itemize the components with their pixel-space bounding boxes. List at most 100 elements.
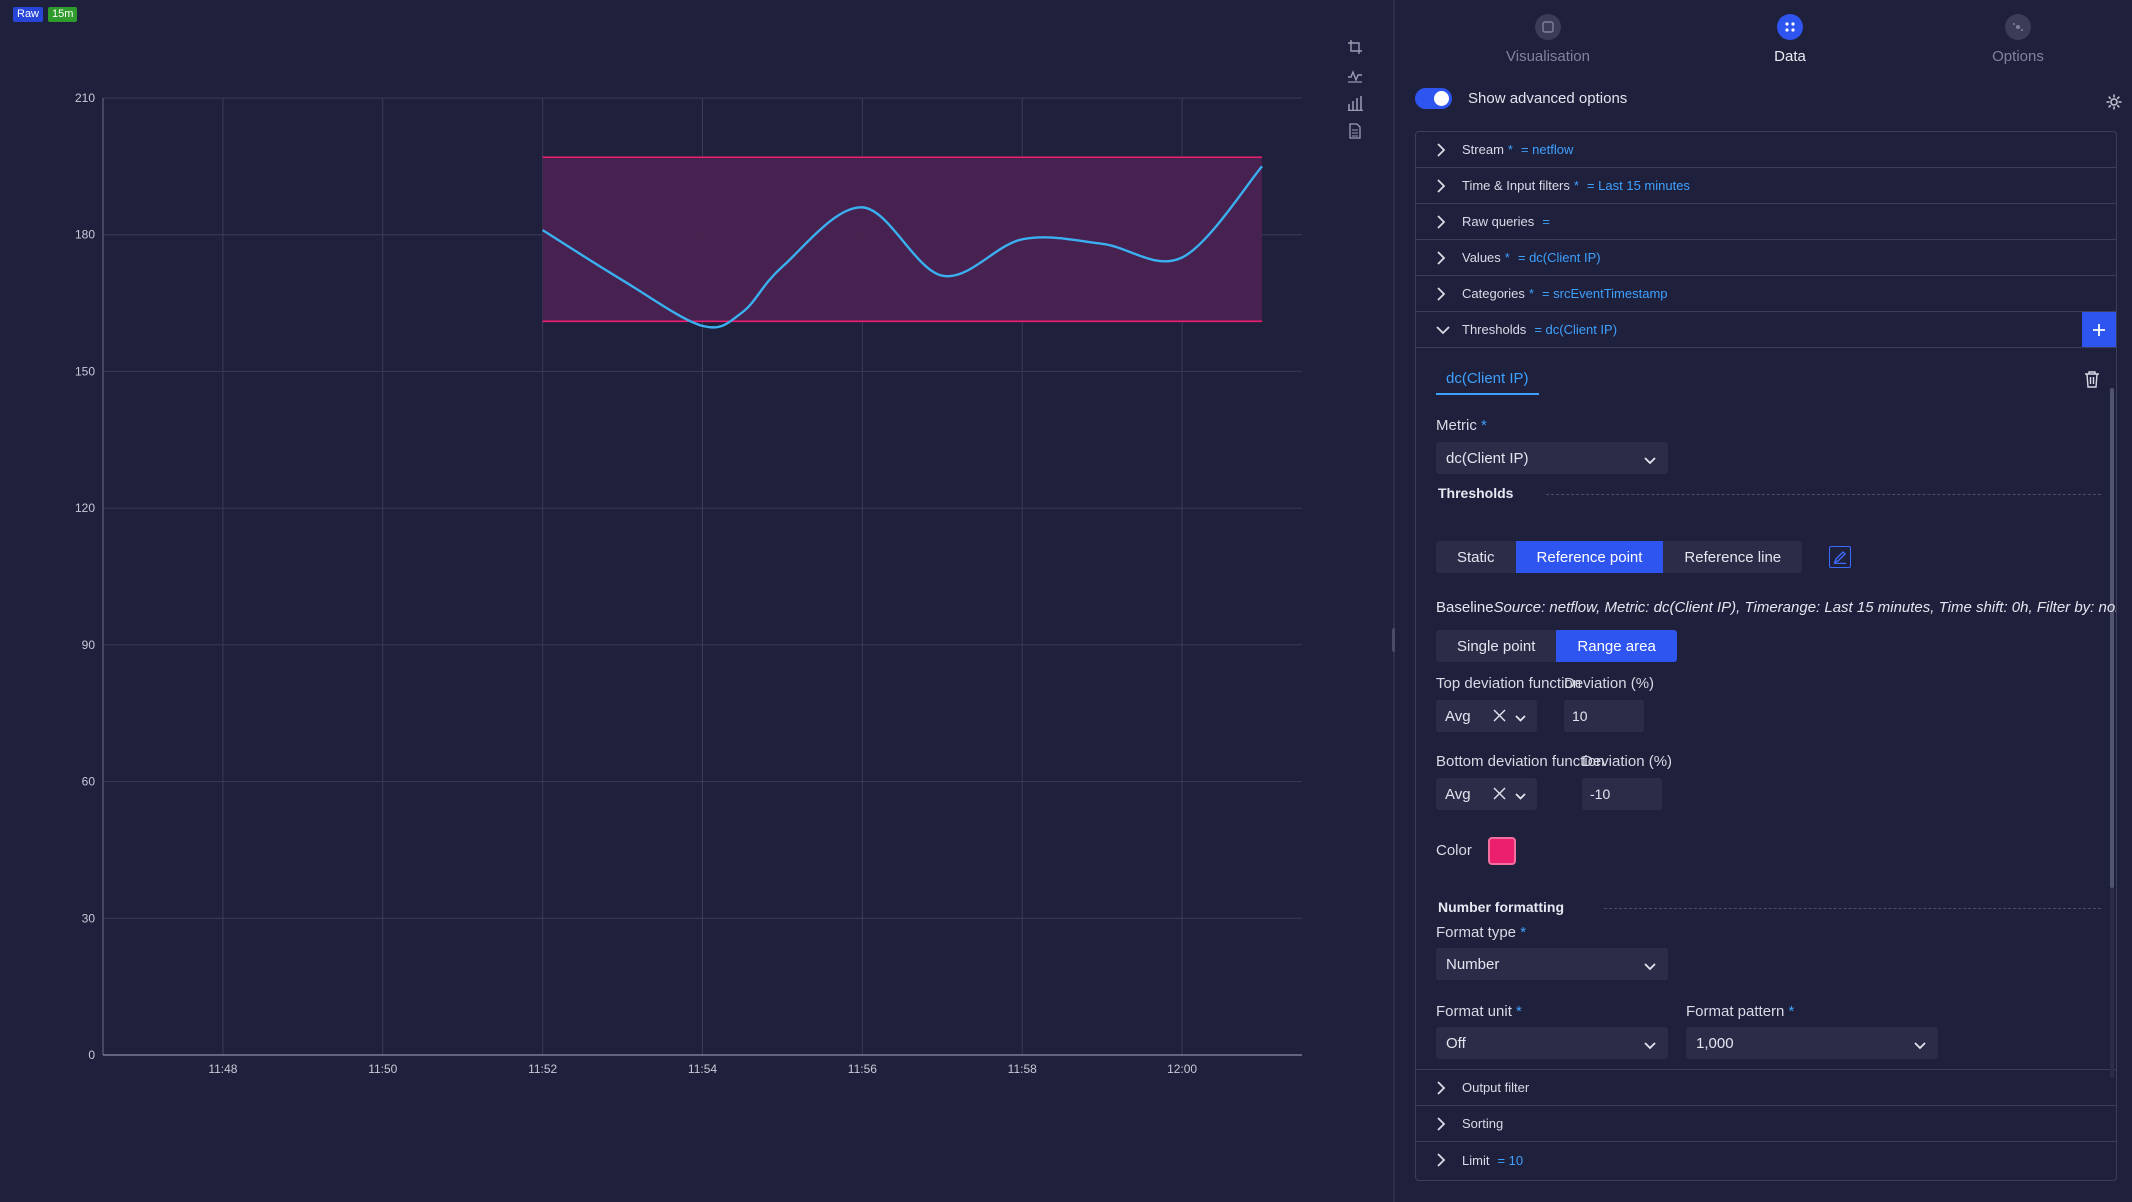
metric-label: Metric * xyxy=(1436,417,1487,434)
tab-options[interactable]: Options xyxy=(1938,14,2098,65)
mode-static-button[interactable]: Static xyxy=(1436,541,1516,573)
color-swatch[interactable] xyxy=(1488,837,1516,865)
section-output-filter[interactable]: Output filter xyxy=(1416,1070,2116,1106)
format-unit-select[interactable]: Off xyxy=(1436,1027,1668,1059)
format-unit-value: Off xyxy=(1446,1034,1466,1052)
section-label: Thresholds xyxy=(1462,322,1527,337)
section-sorting[interactable]: Sorting xyxy=(1416,1106,2116,1142)
y-tick-label: 210 xyxy=(75,91,95,105)
section-value: = dc(Client IP) xyxy=(1534,322,1618,337)
section-stream[interactable]: Stream * = netflow xyxy=(1416,132,2116,168)
chevron-down-icon xyxy=(1644,1037,1656,1054)
format-pattern-label: Format pattern * xyxy=(1686,1003,1795,1020)
bottom-fn-value: Avg xyxy=(1445,785,1471,803)
section-values[interactable]: Values * = dc(Client IP) xyxy=(1416,240,2116,276)
top-deviation-input[interactable] xyxy=(1564,700,1644,732)
timerange-badge: 15m xyxy=(48,7,78,22)
chevron-right-icon xyxy=(1436,214,1450,229)
section-label: Output filter xyxy=(1462,1080,1530,1095)
chevron-down-icon[interactable] xyxy=(1515,788,1526,805)
edit-baseline-button[interactable] xyxy=(1829,546,1851,568)
chevron-down-icon[interactable] xyxy=(1515,710,1526,727)
format-type-select[interactable]: Number xyxy=(1436,948,1668,980)
section-label: Stream xyxy=(1462,142,1504,157)
section-value: = xyxy=(1542,214,1550,229)
mode-reference-line-button[interactable]: Reference line xyxy=(1663,541,1803,573)
tab-visualisation[interactable]: Visualisation xyxy=(1468,14,1628,65)
section-label: Values xyxy=(1462,250,1501,265)
metric-select-value: dc(Client IP) xyxy=(1446,449,1529,467)
add-threshold-button[interactable] xyxy=(2082,312,2116,347)
y-tick-label: 120 xyxy=(75,501,95,515)
section-categories[interactable]: Categories * = srcEventTimestamp xyxy=(1416,276,2116,312)
advanced-options-toggle[interactable] xyxy=(1415,88,1452,109)
baseline-text: Source: netflow, Metric: dc(Client IP), … xyxy=(1493,599,2117,616)
bottom-deviation-input[interactable] xyxy=(1582,778,1662,810)
advanced-options-row: Show advanced options xyxy=(1415,88,1627,109)
section-time-filters[interactable]: Time & Input filters * = Last 15 minutes xyxy=(1416,168,2116,204)
scrollbar[interactable] xyxy=(2110,388,2114,1078)
x-tick-label: 11:48 xyxy=(208,1062,237,1076)
x-tick-label: 11:54 xyxy=(688,1062,717,1076)
color-label: Color xyxy=(1436,842,1472,859)
section-thresholds[interactable]: Thresholds = dc(Client IP) xyxy=(1416,312,2116,348)
line-chart: 0 30 60 90 120 150 180 210 11:48 11:50 11:52 11:54 1… xyxy=(75,91,1302,1076)
y-tick-label: 150 xyxy=(75,364,95,378)
format-unit-label: Format unit * xyxy=(1436,1003,1522,1020)
tab-label: Data xyxy=(1774,48,1806,65)
metric-select[interactable]: dc(Client IP) xyxy=(1436,442,1668,474)
section-label: Limit xyxy=(1462,1152,1490,1168)
panel-divider[interactable] xyxy=(1393,0,1395,1202)
series-line xyxy=(541,165,1263,329)
range-area-button[interactable]: Range area xyxy=(1556,630,1677,662)
section-value: = netflow xyxy=(1520,142,1574,157)
resize-handle[interactable] xyxy=(1392,628,1396,652)
section-limit[interactable]: Limit = 10 xyxy=(1416,1142,2116,1178)
section-label: Time & Input filters xyxy=(1462,178,1570,193)
chevron-right-icon xyxy=(1436,286,1450,301)
thresholds-group-title: Thresholds xyxy=(1438,485,1514,501)
top-fn-select[interactable]: Avg xyxy=(1436,700,1537,732)
required-marker: * xyxy=(1504,250,1510,265)
document-icon[interactable] xyxy=(1345,120,1365,142)
pencil-icon xyxy=(1833,551,1846,564)
crop-icon[interactable] xyxy=(1345,36,1365,58)
raw-badge: Raw xyxy=(13,7,44,22)
bar-chart-icon[interactable] xyxy=(1345,92,1365,114)
format-pattern-select[interactable]: 1,000 xyxy=(1686,1027,1938,1059)
single-point-button[interactable]: Single point xyxy=(1436,630,1557,662)
chart-toolbar xyxy=(1345,36,1365,148)
x-tick-label: 11:58 xyxy=(1008,1062,1037,1076)
mode-reference-point-button[interactable]: Reference point xyxy=(1515,541,1664,573)
trash-icon[interactable] xyxy=(2084,370,2100,393)
y-tick-label: 30 xyxy=(82,911,96,925)
bottom-dev-label: Deviation (%) xyxy=(1582,753,1673,770)
section-label: Raw queries xyxy=(1462,214,1535,229)
options-icon xyxy=(2005,14,2031,40)
close-icon[interactable] xyxy=(1493,709,1506,726)
line-chart-icon[interactable] xyxy=(1345,64,1365,86)
bottom-fn-label: Bottom deviation function xyxy=(1436,753,1605,770)
bottom-fn-select[interactable]: Avg xyxy=(1436,778,1537,810)
format-type-value: Number xyxy=(1446,955,1500,973)
section-value: = 10 xyxy=(1497,1152,1524,1168)
query-sections: Stream * = netflow Time & Input filters … xyxy=(1415,131,2117,1181)
scroll-thumb[interactable] xyxy=(2110,388,2114,888)
gear-icon[interactable] xyxy=(2105,93,2123,116)
x-tick-label: 11:50 xyxy=(368,1062,397,1076)
y-tick-label: 90 xyxy=(82,638,96,652)
chevron-right-icon xyxy=(1436,1153,1450,1167)
x-tick-label: 12:00 xyxy=(1167,1062,1197,1076)
metric-tab[interactable]: dc(Client IP) xyxy=(1436,370,1539,395)
section-value: = srcEventTimestamp xyxy=(1541,286,1668,301)
required-marker: * xyxy=(1507,142,1513,157)
section-raw-queries[interactable]: Raw queries = xyxy=(1416,204,2116,240)
close-icon[interactable] xyxy=(1493,787,1506,804)
number-formatting-title: Number formatting xyxy=(1438,899,1564,915)
section-label: Categories xyxy=(1462,286,1525,301)
y-tick-label: 180 xyxy=(75,228,95,242)
chevron-down-icon xyxy=(1644,958,1656,975)
chart-pane: Raw 15m 0 30 60 90 120 150 180 210 11:48 11:50 11:… xyxy=(13,7,1365,1076)
format-type-label: Format type * xyxy=(1436,924,1527,941)
tab-data[interactable]: Data xyxy=(1710,14,1870,65)
